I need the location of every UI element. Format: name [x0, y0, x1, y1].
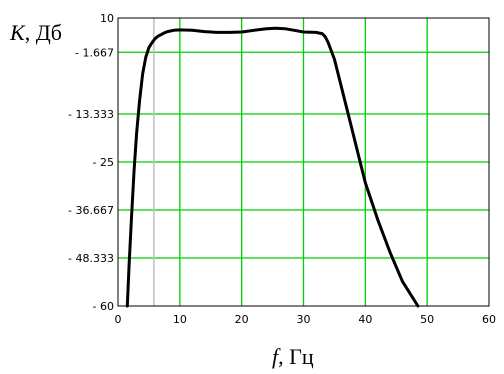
y-axis-unit: , Дб	[25, 20, 62, 45]
x-tick-label: 60	[482, 313, 496, 326]
y-axis-title: K, Дб	[9, 20, 62, 45]
x-axis-ticks: 0 10 20 30 40 50 60	[115, 313, 497, 326]
y-tick-label: - 60	[93, 300, 114, 313]
plot-frame	[117, 17, 490, 307]
x-tick-label: 0	[115, 313, 122, 326]
y-tick-label: 10	[100, 12, 114, 25]
x-axis-symbol: f	[272, 344, 281, 369]
x-tick-label: 40	[358, 313, 372, 326]
x-axis-unit: , Гц	[278, 344, 314, 369]
x-axis-title: f, Гц	[272, 344, 314, 369]
x-tick-label: 20	[235, 313, 249, 326]
x-tick-label: 30	[297, 313, 311, 326]
y-axis-ticks: 10 - 1.667 - 13.333 - 25 - 36.667 - 48.333 - 6…	[68, 12, 114, 313]
y-tick-label: - 25	[93, 156, 114, 169]
y-tick-label: - 1.667	[75, 46, 114, 59]
grid	[118, 18, 489, 306]
y-tick-label: - 36.667	[68, 204, 114, 217]
series-line	[125, 26, 420, 308]
y-tick-label: - 13.333	[68, 108, 114, 121]
y-axis-symbol: K	[9, 20, 26, 45]
x-tick-label: 50	[420, 313, 434, 326]
x-tick-label: 10	[173, 313, 187, 326]
y-tick-label: - 48.333	[68, 252, 114, 265]
